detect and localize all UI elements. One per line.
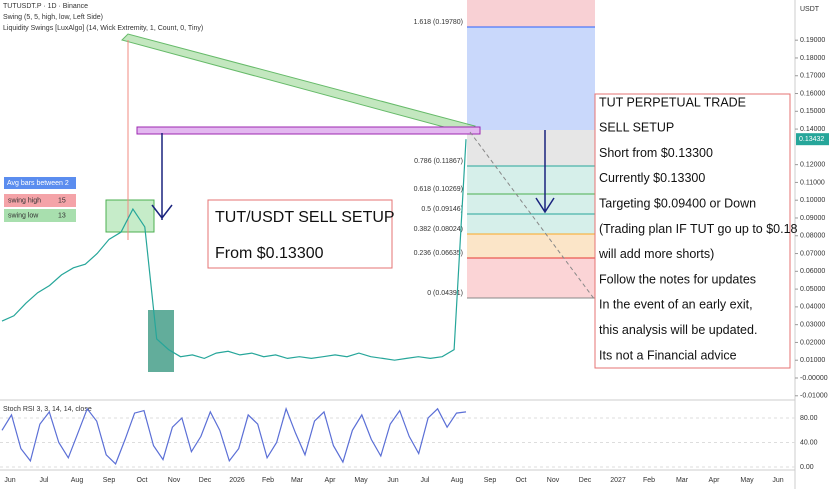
price-tick-label: 0.09000	[800, 215, 825, 222]
setup-title: TUT/USDT SELL SETUP	[215, 209, 395, 226]
fib-zone	[467, 0, 595, 27]
osc-tick-label: 80.00	[800, 415, 818, 422]
time-label: Apr	[709, 477, 721, 484]
stoch-line	[1, 406, 467, 465]
time-label: 2026	[229, 477, 245, 484]
fib-zone	[467, 27, 595, 130]
fib-label: 0.236 (0.06635)	[414, 250, 463, 257]
stat-label: swing low	[8, 212, 39, 219]
note-line: Targeting $0.09400 or Down	[599, 196, 756, 210]
arrow	[535, 130, 555, 214]
price-tick-label: 0.04000	[800, 304, 825, 311]
note-line: Currently $0.13300	[599, 171, 705, 185]
price-tick-label: -0.00000	[800, 375, 828, 382]
indicator: Liquidity Swings [LuxAlgo] (14, Wick Ext…	[3, 25, 203, 32]
time-label: Nov	[547, 477, 560, 484]
time-label: Oct	[137, 477, 148, 484]
price-tick-label: 0.01000	[800, 357, 825, 364]
stat-value: 13	[58, 212, 66, 219]
note-line: Follow the notes for updates	[599, 272, 756, 286]
note-line: SELL SETUP	[599, 121, 674, 135]
time-label: Aug	[451, 477, 464, 484]
time-label: Feb	[643, 477, 655, 484]
time-label: Dec	[199, 477, 212, 484]
stat-box	[4, 209, 76, 222]
time-label: Mar	[291, 477, 304, 484]
fib-label: 0.786 (0.11867)	[414, 158, 463, 165]
time-label: Jul	[421, 477, 430, 484]
price-tick-label: 0.15000	[800, 108, 825, 115]
time-label: Oct	[516, 477, 527, 484]
time-label: Sep	[484, 477, 497, 484]
price-tick-label: 0.12000	[800, 161, 825, 168]
stat-label: Avg bars between 2	[7, 180, 69, 187]
time-label: May	[740, 477, 754, 484]
fib-zone	[467, 258, 595, 298]
axis-unit: USDT	[800, 6, 820, 13]
fib-zone	[467, 234, 595, 258]
note-line: (Trading plan IF TUT go up to $0.18	[599, 222, 798, 236]
time-label: Sep	[103, 477, 116, 484]
time-label: Jun	[772, 477, 783, 484]
time-label: Mar	[676, 477, 689, 484]
price-tick-label: 0.19000	[800, 37, 825, 44]
note-line: this analysis will be updated.	[599, 323, 757, 337]
setup-entry: From $0.13300	[215, 245, 324, 262]
price-tick-label: 0.10000	[800, 197, 825, 204]
price-tick-label: 0.17000	[800, 73, 825, 80]
note-line: In the event of an early exit,	[599, 298, 753, 312]
oscillator-label: Stoch RSI 3, 3, 14, 14, close	[3, 406, 92, 413]
range-box	[148, 310, 174, 372]
osc-tick-label: 40.00	[800, 439, 818, 446]
price-tick-label: -0.01000	[800, 393, 828, 400]
current-price-label: 0.13432	[799, 136, 824, 143]
trend-band	[121, 33, 476, 135]
time-label: May	[354, 477, 368, 484]
price-tick-label: 0.14000	[800, 126, 825, 133]
stat-label: swing high	[8, 197, 41, 204]
time-label: Nov	[168, 477, 181, 484]
setup-box	[207, 199, 393, 269]
notes-box	[594, 93, 791, 369]
fib-label: 1.618 (0.19780)	[414, 19, 463, 26]
note-line: Its not a Financial advice	[599, 348, 737, 362]
price-tick-label: 0.16000	[800, 90, 825, 97]
note-line: TUT PERPETUAL TRADE	[599, 95, 746, 109]
stat-box	[4, 177, 76, 189]
time-label: Jul	[40, 477, 49, 484]
fib-zone	[467, 166, 595, 234]
fib-zone	[467, 130, 595, 166]
fib-label: 0.5 (0.09146)	[421, 206, 463, 213]
osc-tick-label: 0.00	[800, 464, 814, 471]
current-price-marker	[796, 133, 829, 146]
fib-label: 0.382 (0.08024)	[414, 226, 463, 233]
time-label: Apr	[325, 477, 337, 484]
note-line: will add more shorts)	[598, 247, 714, 261]
symbol: TUTUSDT.P · 1D · Binance	[3, 3, 88, 10]
price-tick-label: 0.08000	[800, 233, 825, 240]
indicator: Swing (5, 5, high, low, Left Side)	[3, 14, 103, 21]
time-label: Feb	[262, 477, 274, 484]
time-label: Dec	[579, 477, 592, 484]
fib-label: 0 (0.04391)	[427, 290, 463, 297]
price-tick-label: 0.05000	[800, 286, 825, 293]
note-line: Short from $0.13300	[599, 146, 713, 160]
price-line	[1, 139, 467, 361]
time-label: Aug	[71, 477, 84, 484]
price-tick-label: 0.07000	[800, 250, 825, 257]
resistance-zone	[136, 126, 481, 135]
time-label: 2027	[610, 477, 626, 484]
price-tick-label: 0.06000	[800, 268, 825, 275]
time-label: Jun	[4, 477, 15, 484]
price-tick-label: 0.03000	[800, 322, 825, 329]
price-tick-label: 0.18000	[800, 55, 825, 62]
stat-box	[4, 194, 76, 207]
price-tick-label: 0.02000	[800, 339, 825, 346]
time-label: Jun	[387, 477, 398, 484]
stat-value: 15	[58, 197, 66, 204]
fib-label: 0.618 (0.10269)	[414, 186, 463, 193]
price-tick-label: 0.11000	[800, 179, 825, 186]
arrow	[151, 133, 173, 220]
